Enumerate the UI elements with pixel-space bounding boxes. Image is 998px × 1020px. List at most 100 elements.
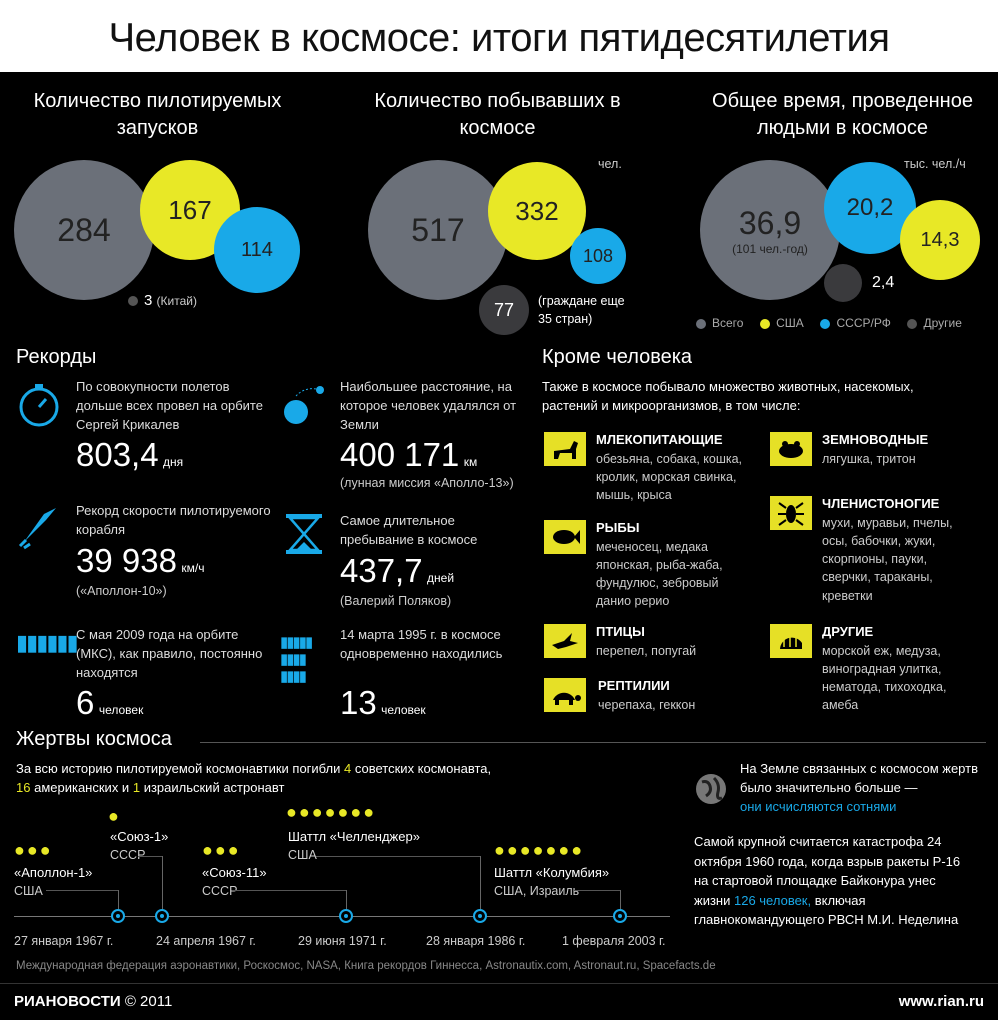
time-title: Общее время, проведенное людьми в космос…	[712, 90, 973, 139]
launches-usa-circle: 167	[140, 160, 240, 260]
fish-icon	[544, 520, 586, 554]
visitors-unit: чел.	[598, 157, 622, 171]
visitors-ussr-circle: 108	[570, 228, 626, 284]
record-4-text: Самое длительное пребывание в космосе	[340, 513, 478, 547]
event-4-leader	[480, 856, 481, 916]
record-2-text: Наибольшее расстояние, на которое челове…	[340, 379, 517, 432]
timeline-point-2	[155, 909, 169, 923]
insect-icon	[770, 496, 812, 530]
hourglass-icon	[284, 512, 334, 562]
turtle-icon	[544, 678, 586, 712]
mammals-label: МЛЕКОПИТАЮЩИЕ	[596, 432, 723, 447]
time-total-circle: 36,9 (101 чел.-год)	[700, 160, 840, 300]
event-1-name: «Аполлон-1»	[14, 865, 93, 880]
page-title: Человек в космосе: итоги пятидесятилетия	[0, 0, 998, 72]
beyond-intro: Также в космосе побывало множество живот…	[542, 379, 914, 413]
event-5-country: США, Израиль	[494, 884, 580, 898]
globe-icon	[694, 772, 730, 808]
fish-label: РЫБЫ	[596, 520, 640, 535]
event-5-date: 1 февраля 2003 г.	[562, 934, 666, 948]
record-6-value: 13 человек	[340, 684, 426, 721]
legend: Всего США СССР/РФ Другие	[696, 316, 962, 330]
catastrophe-note: Самой крупной считается катастрофа 24 ок…	[694, 834, 961, 927]
astronauts-group-icon: ▮▮▮▮▮ ▮▮▮▮ ▮▮▮▮	[280, 634, 313, 685]
record-1-value: 803,4 дня	[76, 436, 184, 473]
event-1-leader	[118, 890, 119, 916]
event-3-leader	[346, 890, 347, 916]
event-4-leader-h	[316, 856, 480, 857]
time-other-value: 2,4	[872, 274, 895, 291]
record-4-value: 437,7 дней	[340, 552, 455, 589]
record-3-note: («Аполлон-10»)	[76, 584, 167, 598]
others-list: морской еж, медуза, виноградная улитка, …	[822, 644, 947, 713]
footer-site[interactable]: www.rian.ru	[898, 993, 984, 1010]
record-4-note: (Валерий Поляков)	[340, 594, 452, 608]
time-other-circle	[824, 264, 862, 302]
event-2-leader-h	[138, 856, 162, 857]
rocket-icon	[16, 500, 66, 550]
record-5-value: 6 человек	[76, 684, 144, 721]
footer-divider	[0, 983, 998, 984]
sources: Международная федерация аэронавтики, Рос…	[16, 960, 716, 972]
snail-icon	[770, 624, 812, 658]
amphibians-label: ЗЕМНОВОДНЫЕ	[822, 432, 929, 447]
arthropods-list: мухи, муравьи, пчелы, осы, бабочки, жуки…	[822, 516, 953, 603]
frog-icon	[770, 432, 812, 466]
visitors-other-circle: 77	[479, 285, 529, 335]
event-4-name: Шаттл «Челленджер»	[288, 829, 420, 844]
soyuz11-casualty-marks: ●●●	[202, 840, 241, 860]
soyuz1-casualty-marks: ●	[108, 806, 121, 826]
victims-title: Жертвы космоса	[16, 728, 172, 750]
stopwatch-icon	[16, 382, 66, 432]
event-5-leader-h	[574, 890, 620, 891]
records-title: Рекорды	[16, 346, 97, 368]
reptiles-list: черепаха, геккон	[598, 698, 696, 712]
time-unit: тыс. чел./ч	[904, 157, 966, 171]
event-2-date: 24 апреля 1967 г.	[156, 934, 256, 948]
event-5-leader	[620, 890, 621, 916]
amphibians-list: лягушка, тритон	[822, 452, 916, 466]
record-1-text: По совокупности полетов дольше всех пров…	[76, 379, 263, 432]
challenger-casualty-marks: ●●●●●●●	[286, 802, 377, 822]
visitors-usa-circle: 332	[488, 162, 586, 260]
event-3-country: СССР	[202, 884, 238, 898]
victims-intro: За всю историю пилотируемой космонавтики…	[16, 761, 492, 795]
event-1-country: США	[14, 884, 43, 898]
dog-icon	[544, 432, 586, 466]
record-3-value: 39 938 км/ч	[76, 542, 205, 579]
others-label: ДРУГИЕ	[822, 624, 874, 639]
visitors-total-circle: 517	[368, 160, 508, 300]
bird-icon	[544, 624, 586, 658]
event-3-leader-h	[232, 890, 346, 891]
divider	[200, 742, 986, 743]
columbia-casualty-marks: ●●●●●●●	[494, 840, 585, 860]
record-3-text: Рекорд скорости пилотируемого корабля	[76, 503, 271, 537]
timeline-point-4	[473, 909, 487, 923]
event-4-country: США	[288, 848, 317, 862]
record-5-text: С мая 2009 года на орбите (МКС), как пра…	[76, 627, 263, 680]
arthropods-label: ЧЛЕНИСТОНОГИЕ	[822, 496, 940, 511]
event-5-name: Шаттл «Колумбия»	[494, 865, 610, 880]
apollo1-casualty-marks: ●●●	[14, 840, 53, 860]
earth-victims-note: На Земле связанных с космосом жертв было…	[740, 761, 978, 814]
event-1-leader-h	[46, 890, 118, 891]
astronauts-icon: ▮▮▮▮▮▮	[16, 630, 79, 655]
launches-total-circle: 284	[14, 160, 154, 300]
record-6-text: 14 марта 1995 г. в космосе одновременно …	[340, 627, 503, 661]
mammals-list: обезьяна, собака, кошка, кролик, морская…	[596, 452, 743, 503]
fish-list: меченосец, медака японская, рыба-жаба, ф…	[596, 540, 723, 609]
record-2-note: (лунная миссия «Аполло-13»)	[340, 476, 514, 490]
earth-orbit-icon	[280, 382, 330, 432]
launches-other: 3 (Китай)	[128, 292, 197, 309]
birds-list: перепел, попугай	[596, 644, 697, 658]
launches-ussr-circle: 114	[214, 207, 300, 293]
timeline-point-3	[339, 909, 353, 923]
timeline-point-5	[613, 909, 627, 923]
reptiles-label: РЕПТИЛИИ	[598, 678, 670, 693]
event-3-name: «Союз-11»	[202, 865, 267, 880]
beyond-title: Кроме человека	[542, 346, 693, 368]
timeline-point-1	[111, 909, 125, 923]
record-2-value: 400 171 км	[340, 436, 478, 473]
event-4-date: 28 января 1986 г.	[426, 934, 526, 948]
event-3-date: 29 июня 1971 г.	[298, 934, 387, 948]
